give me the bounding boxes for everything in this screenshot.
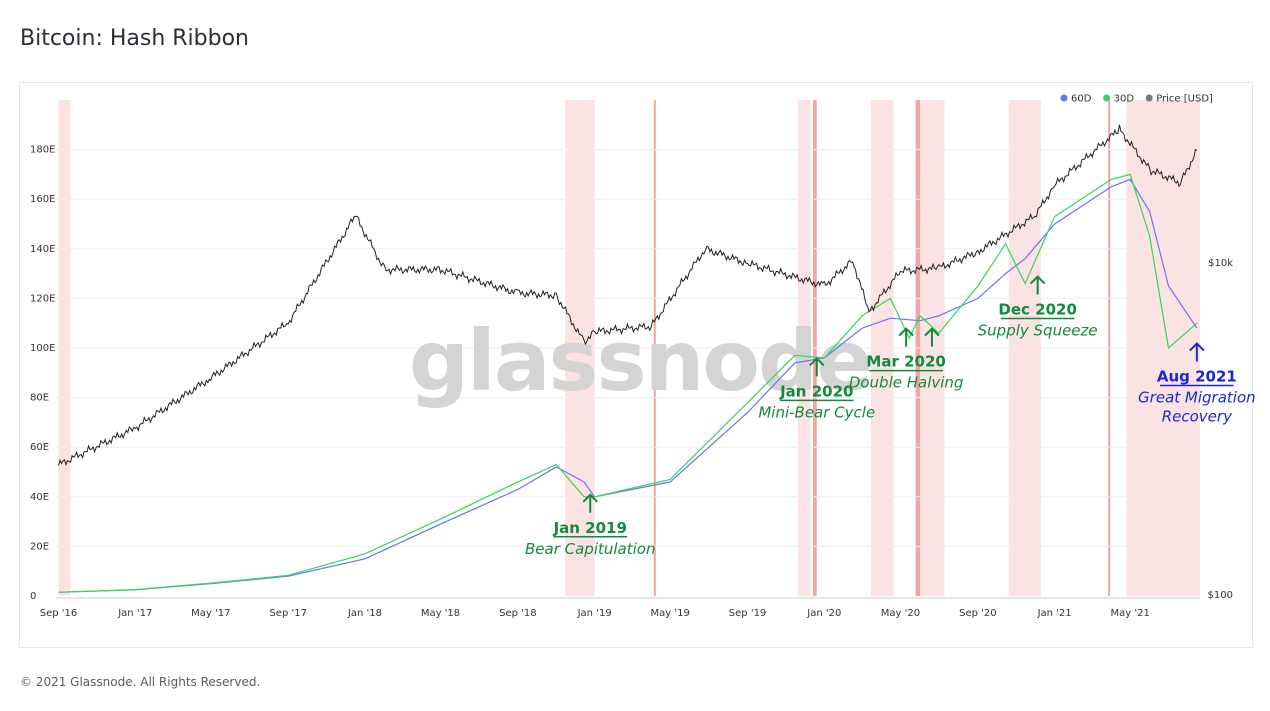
annotation-title: Jan 2020 <box>779 382 853 400</box>
y-tick-label: 140E <box>30 244 55 255</box>
annotation-arrowhead <box>898 327 914 337</box>
copyright: © 2021 Glassnode. All Rights Reserved. <box>20 675 261 689</box>
watermark: glassnode <box>409 312 871 410</box>
y-tick-label: 60E <box>30 442 49 453</box>
legend: 60D 30D Price [USD] <box>1060 94 1213 105</box>
annotation-title: Mar 2020 <box>866 353 945 371</box>
x-tick-label: Sep '20 <box>959 608 997 619</box>
annotation-arrowhead <box>1189 342 1205 352</box>
x-tick-label: May '18 <box>421 608 460 619</box>
chart-panel <box>19 82 1253 648</box>
annotation-subtitle-2: Recovery <box>1162 408 1233 426</box>
annotation-arrowhead <box>809 356 825 367</box>
x-tick-label: Jan '17 <box>117 608 152 619</box>
legend-swatch <box>1103 94 1111 102</box>
x-tick-label: May '20 <box>881 608 920 619</box>
x-tick-label: Sep '18 <box>499 608 537 619</box>
y-tick-label: 120E <box>30 293 55 304</box>
annotation-arrowhead <box>1029 275 1046 285</box>
x-axis: Sep '16 Jan '17 May '17 Sep '17 Jan '18 May '… <box>40 597 1200 619</box>
annotations: Jan 2019 Bear Capitulation Jan 2020 Mini-Be… <box>525 275 1256 558</box>
y-tick-label: 180E <box>30 145 55 156</box>
series-line-price-usd- <box>58 124 1198 467</box>
legend-label: Price [USD] <box>1156 94 1213 105</box>
grid-lines <box>56 149 1200 547</box>
annotation-title: Aug 2021 <box>1157 368 1237 386</box>
legend-swatch <box>1060 94 1068 102</box>
y-tick-label: 100E <box>30 343 55 354</box>
y-tick-label: 20E <box>30 541 49 552</box>
y2-tick-label: $100 <box>1208 590 1233 601</box>
annotation-subtitle: Mini-Bear Cycle <box>758 403 875 421</box>
page-title: Bitcoin: Hash Ribbon <box>20 26 250 51</box>
legend-label: 60D <box>1071 94 1092 105</box>
annotation-subtitle: Bear Capitulation <box>525 540 655 558</box>
annotation-arrowhead <box>582 493 598 503</box>
y-tick-label: 160E <box>30 194 55 205</box>
x-tick-label: May '19 <box>650 608 689 619</box>
series-line-30d <box>58 173 1198 593</box>
y-tick-label: 0 <box>30 591 36 602</box>
annotation-title: Jan 2019 <box>553 519 627 537</box>
y2-tick-label: $10k <box>1208 258 1233 269</box>
y-tick-label: 80E <box>30 393 49 404</box>
y-tick-label: 40E <box>30 492 49 503</box>
x-tick-label: Sep '19 <box>729 608 767 619</box>
x-tick-label: May '21 <box>1110 608 1149 619</box>
annotation-subtitle: Double Halving <box>849 374 964 392</box>
y-axis-right: $100 $10k <box>1208 258 1234 601</box>
x-tick-label: Sep '17 <box>269 608 307 619</box>
annotation-title: Dec 2020 <box>998 301 1077 319</box>
x-tick-label: Sep '16 <box>40 608 78 619</box>
x-tick-label: Jan '18 <box>347 608 382 619</box>
annotation-subtitle: Supply Squeeze <box>978 322 1098 340</box>
legend-label: 30D <box>1114 94 1135 105</box>
x-tick-label: Jan '20 <box>806 608 841 619</box>
x-tick-label: Jan '19 <box>577 608 612 619</box>
x-tick-label: Jan '21 <box>1037 608 1072 619</box>
annotation-subtitle: Great Migration <box>1138 389 1256 407</box>
annotation-arrowhead <box>924 327 940 337</box>
y-axis-left: 0 20E 40E 60E 80E 100E 120E 140E 160E 180E <box>30 145 55 602</box>
x-tick-label: May '17 <box>191 608 230 619</box>
legend-swatch <box>1145 94 1153 102</box>
series-lines <box>58 124 1198 593</box>
